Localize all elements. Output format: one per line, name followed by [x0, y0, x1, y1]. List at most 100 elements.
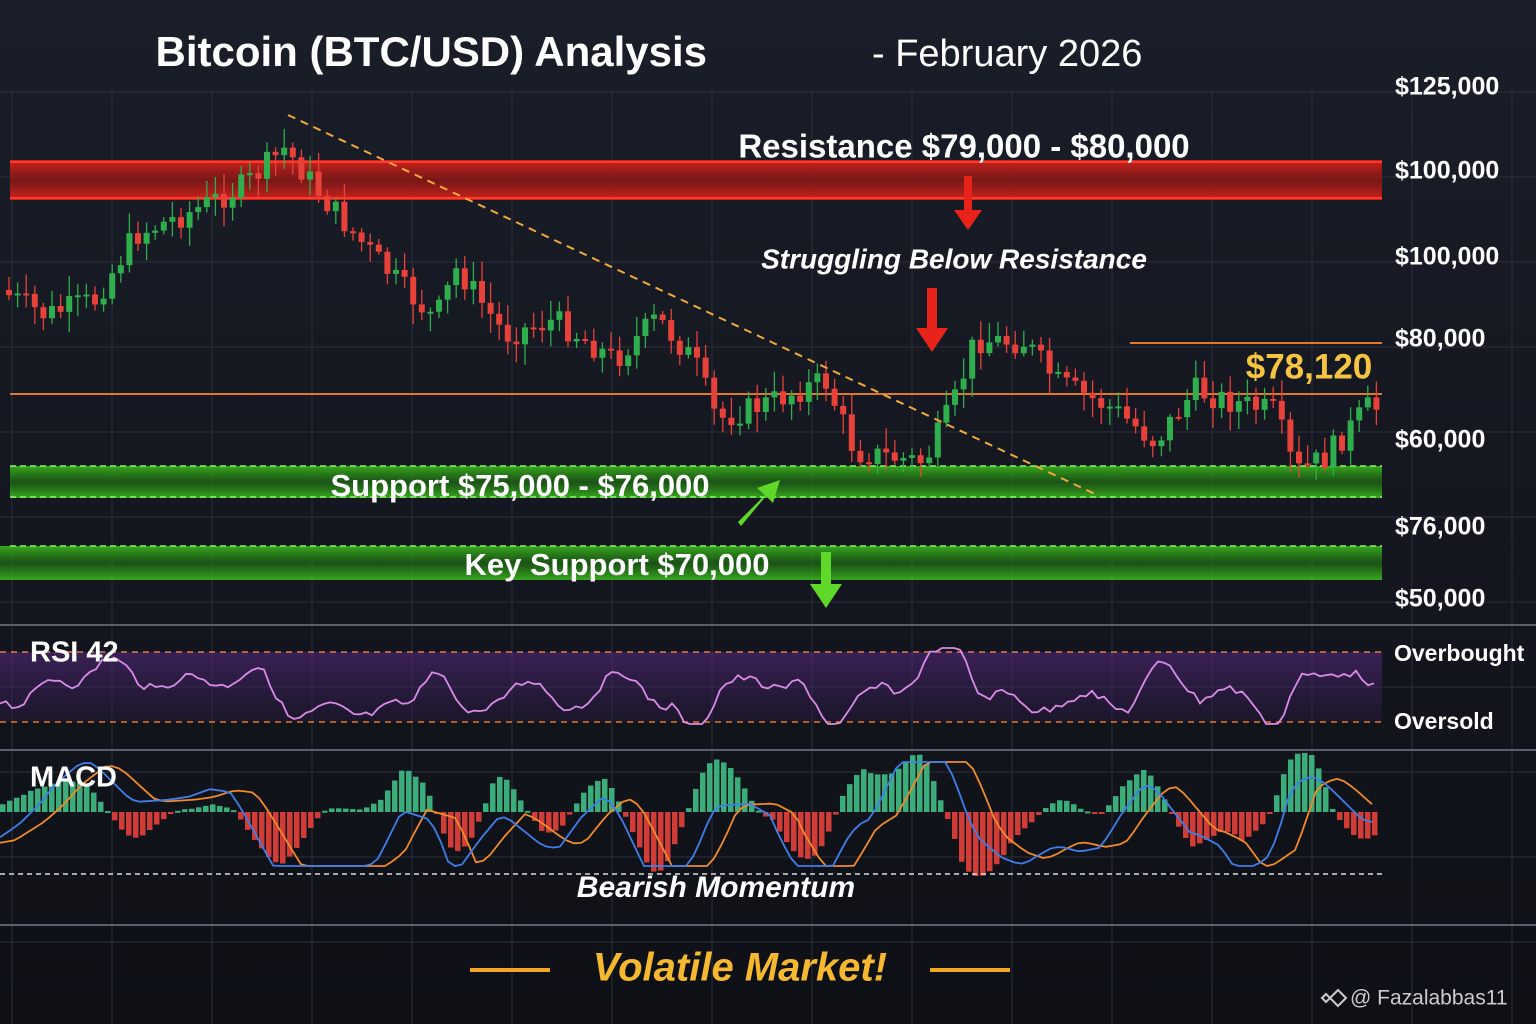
arrow-down	[954, 176, 982, 230]
macd-histogram	[189, 808, 195, 812]
candle-body	[1167, 416, 1173, 441]
candle-body	[1218, 391, 1225, 409]
macd-histogram	[826, 812, 832, 832]
macd-histogram	[1015, 812, 1021, 836]
macd-histogram	[889, 773, 895, 812]
macd-histogram	[497, 776, 503, 812]
candle-body	[1098, 398, 1105, 408]
macd-histogram	[1197, 812, 1203, 844]
macd-histogram	[973, 812, 979, 876]
candle-body	[771, 391, 778, 398]
macd-histogram	[350, 809, 356, 812]
candle-body	[1321, 452, 1328, 468]
macd-histogram	[798, 812, 804, 858]
candle-body	[6, 290, 12, 296]
macd-histogram	[1239, 812, 1245, 841]
candle-body	[341, 201, 348, 232]
macd-histogram	[1029, 812, 1035, 823]
candle-body	[1244, 396, 1251, 402]
price-axis-label: $50,000	[1395, 585, 1485, 613]
macd-histogram	[868, 773, 874, 812]
macd-histogram	[742, 788, 748, 812]
candle-body	[1020, 346, 1027, 354]
candle-body	[831, 388, 838, 406]
macd-histogram	[819, 812, 825, 847]
macd-histogram	[910, 755, 916, 812]
macd-histogram	[476, 812, 482, 822]
candle-body	[1356, 407, 1363, 421]
macd-histogram	[959, 812, 965, 862]
candle-body	[1313, 452, 1320, 464]
macd-histogram	[266, 812, 272, 857]
candle-body	[952, 389, 958, 405]
candle-body	[332, 201, 339, 212]
candle-body	[358, 232, 365, 242]
macd-histogram	[728, 767, 734, 812]
macd-histogram	[287, 812, 293, 857]
candle-body	[539, 327, 546, 331]
oversold-label: Oversold	[1394, 708, 1494, 734]
candle-body	[659, 314, 666, 321]
candle-body	[1201, 377, 1208, 399]
candle-body	[1149, 440, 1156, 447]
candle-body	[74, 295, 81, 298]
macd-histogram	[616, 801, 622, 812]
macd-histogram	[217, 805, 223, 812]
candle-body	[1184, 400, 1191, 418]
macd-histogram	[49, 783, 55, 812]
macd-histogram	[1225, 812, 1231, 832]
rsi-line	[0, 647, 1375, 725]
macd-histogram	[1141, 770, 1147, 812]
candle-body	[1278, 400, 1285, 420]
macd-histogram	[406, 770, 412, 812]
candle-body	[186, 212, 193, 228]
candle-body	[986, 342, 993, 354]
macd-histogram	[294, 812, 300, 848]
candle-body	[375, 244, 382, 252]
macd-histogram	[896, 768, 902, 812]
macd-histogram	[315, 812, 321, 819]
candle-body	[1175, 416, 1182, 419]
macd-histogram	[924, 764, 930, 812]
candle-body	[642, 318, 649, 337]
candle-body	[212, 193, 219, 198]
candle-body	[367, 241, 374, 245]
macd-histogram	[364, 807, 370, 812]
macd-histogram	[917, 754, 923, 812]
macd-histogram	[651, 812, 657, 872]
macd-histogram	[1316, 768, 1322, 812]
macd-histogram	[770, 812, 776, 820]
macd-histogram	[1309, 755, 1315, 812]
candle-body	[1012, 344, 1019, 354]
candle-body	[711, 377, 718, 409]
macd-histogram	[119, 812, 125, 830]
candle-body	[891, 452, 898, 461]
candle-body	[350, 231, 356, 234]
macd-histogram	[553, 812, 559, 831]
candle-body	[401, 269, 408, 277]
macd-histogram	[1064, 800, 1070, 812]
macd-histogram	[903, 762, 909, 812]
macd-histogram	[196, 807, 202, 812]
candle-body	[289, 147, 296, 158]
candle-body	[470, 281, 477, 290]
macd-histogram	[231, 810, 237, 813]
macd-histogram	[588, 785, 594, 812]
macd-histogram	[1085, 811, 1091, 814]
macd-histogram	[623, 812, 629, 817]
macd-histogram	[756, 810, 762, 813]
candle-body	[461, 268, 468, 290]
macd-histogram	[749, 800, 755, 812]
macd-histogram	[700, 772, 706, 812]
candle-body	[436, 299, 442, 312]
macd-histogram	[532, 812, 538, 821]
candle-body	[1192, 377, 1199, 401]
current-price: $78,120	[1246, 347, 1373, 386]
macd-histogram	[1008, 812, 1014, 844]
macd-histogram	[1050, 803, 1056, 812]
candle-body	[530, 327, 537, 330]
candle-body	[49, 306, 55, 319]
macd-histogram	[658, 812, 664, 871]
candle-body	[178, 217, 184, 228]
